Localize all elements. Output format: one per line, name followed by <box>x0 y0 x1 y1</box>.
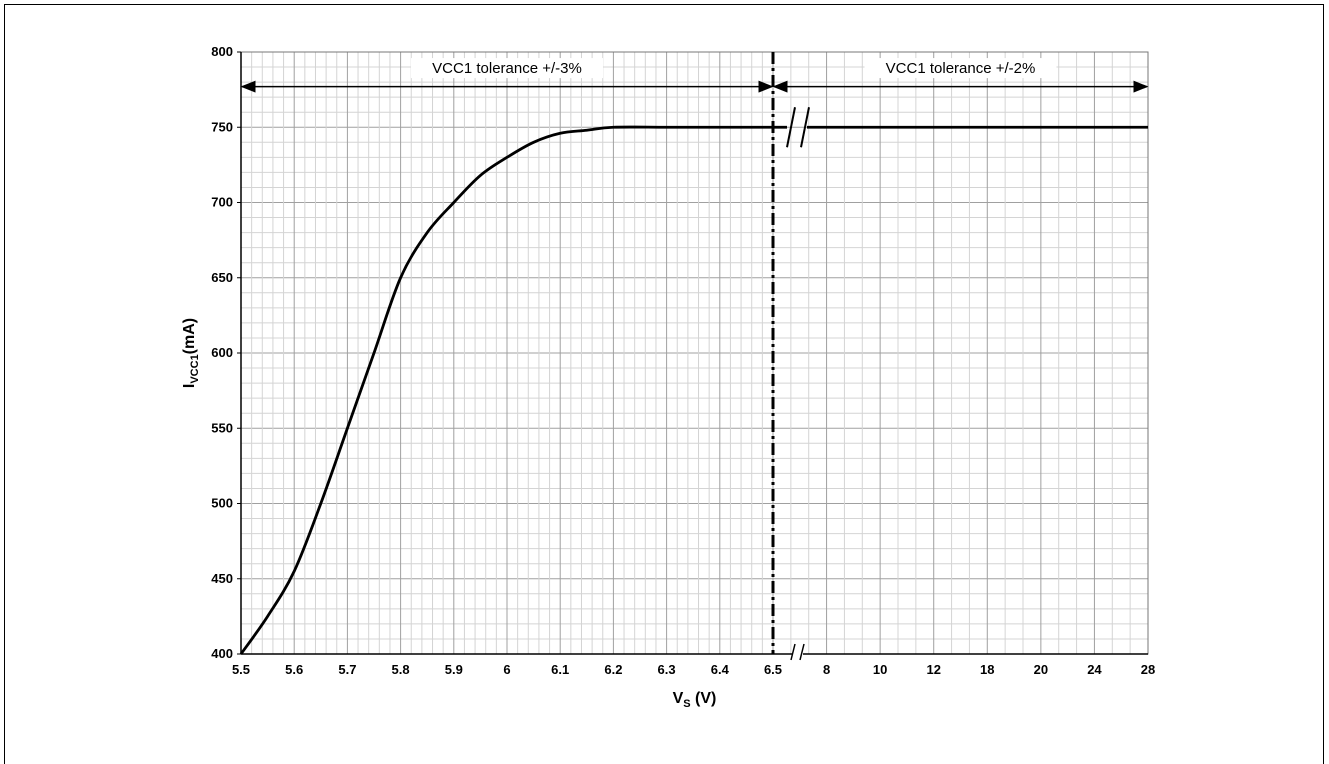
series <box>239 107 1148 661</box>
x-tick-label: 8 <box>823 662 830 677</box>
x-tick-label: 6.2 <box>604 662 622 677</box>
series-line-segment1 <box>239 125 773 655</box>
x-axis-label: VS (V) <box>673 690 717 710</box>
x-tick-label: 5.9 <box>445 662 463 677</box>
x-axis-label-unit: (V) <box>691 690 717 707</box>
x-tick-label: 6.4 <box>711 662 730 677</box>
y-tick-label: 800 <box>211 44 233 59</box>
x-axis-label-sub: S <box>683 698 690 710</box>
axis-break-mark <box>799 643 805 661</box>
x-tick-label: 6.5 <box>764 662 782 677</box>
y-tick-label: 400 <box>211 646 233 661</box>
x-tick-label: 6.1 <box>551 662 569 677</box>
break-mark <box>800 107 810 148</box>
y-tick-label: 650 <box>211 270 233 285</box>
x-tick-label: 18 <box>980 662 994 677</box>
x-tick-label: 10 <box>873 662 887 677</box>
y-axis-label-unit: (mA) <box>181 318 198 354</box>
y-tick-label: 600 <box>211 345 233 360</box>
x-tick-label: 28 <box>1141 662 1155 677</box>
y-axis-label-main: I <box>181 384 198 388</box>
x-tick-label: 5.7 <box>338 662 356 677</box>
axis-break-mark <box>790 643 796 661</box>
annotation-tolerance-2: VCC1 tolerance +/-2% <box>886 60 1036 77</box>
annotations: VCC1 tolerance +/-3% VCC1 tolerance +/-2… <box>240 52 1149 654</box>
x-axis-label-main: V <box>673 690 684 707</box>
axis-break-gap <box>792 644 803 658</box>
y-tick-label: 450 <box>211 571 233 586</box>
grid <box>240 51 1149 655</box>
x-tick-label: 6.3 <box>658 662 676 677</box>
x-tick-label: 20 <box>1034 662 1048 677</box>
annotation-tolerance-3: VCC1 tolerance +/-3% <box>432 60 582 77</box>
annotation-bg <box>864 58 1057 79</box>
y-tick-label: 500 <box>211 496 233 511</box>
y-tick-labels: 800 750 700 650 600 550 500 450 400 <box>211 44 241 661</box>
y-axis-label: IVCC1(mA) <box>181 318 201 388</box>
y-axis-label-sub: VCC1 <box>189 354 201 383</box>
y-tick-label: 700 <box>211 195 233 210</box>
x-tick-label: 24 <box>1087 662 1102 677</box>
x-tick-label: 5.5 <box>232 662 250 677</box>
x-tick-labels: 5.5 5.6 5.7 5.8 5.9 6 6.1 6.2 6.3 6.4 6.5 8 10 12 18 20… <box>232 662 1155 677</box>
x-tick-label: 6 <box>503 662 510 677</box>
break-mark <box>786 107 796 148</box>
x-tick-label: 5.8 <box>392 662 410 677</box>
x-tick-label: 12 <box>926 662 940 677</box>
annotation-bg <box>411 58 603 79</box>
figure-frame <box>4 4 1324 764</box>
y-tick-label: 750 <box>211 119 233 134</box>
y-tick-label: 550 <box>211 420 233 435</box>
x-tick-label: 5.6 <box>285 662 303 677</box>
